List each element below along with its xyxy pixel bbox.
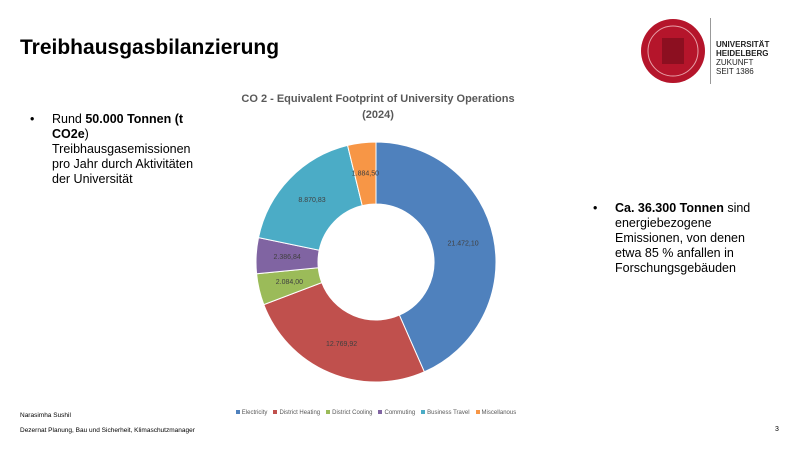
footer-dept: Dezernat Planung, Bau und Sicherheit, Kl… bbox=[20, 427, 195, 434]
legend-item: Commuting bbox=[378, 410, 415, 416]
logo-line: HEIDELBERG bbox=[716, 49, 769, 58]
data-label: 2.386,84 bbox=[274, 254, 301, 261]
legend-item: Business Travel bbox=[421, 410, 470, 416]
donut-segment bbox=[375, 141, 497, 373]
logo-divider bbox=[710, 18, 711, 84]
text: sind energiebezogene Emissionen, von den… bbox=[615, 201, 751, 275]
legend: Electricity District Heating District Cool… bbox=[200, 410, 552, 416]
bullet: Ca. 36.300 Tonnen sind energiebezogene E… bbox=[593, 201, 765, 276]
legend-label: Miscellanous bbox=[481, 410, 517, 416]
logo-line: UNIVERSITÄT bbox=[716, 40, 770, 49]
legend-label: Commuting bbox=[384, 410, 416, 416]
slide-title: Treibhausgasbilanzierung bbox=[20, 36, 280, 59]
logo-line: ZUKUNFT bbox=[716, 58, 754, 67]
donut-segment bbox=[263, 281, 425, 383]
legend-label: District Heating bbox=[279, 410, 321, 416]
legend-item: Electricity bbox=[235, 410, 268, 416]
legend-label: Electricity bbox=[241, 410, 268, 416]
bold-text: 50.000 Tonnen (t CO2e bbox=[52, 112, 184, 141]
bold-text: Ca. 36.300 Tonnen bbox=[615, 201, 724, 215]
donut-segment bbox=[346, 141, 377, 207]
text: Rund bbox=[52, 112, 86, 126]
logo-line: SEIT 1386 bbox=[716, 67, 754, 76]
legend-item: District Cooling bbox=[326, 410, 372, 416]
legend-item: Miscellanous bbox=[475, 410, 517, 416]
data-label: 2.084,00 bbox=[276, 279, 303, 286]
logo-seal bbox=[641, 19, 705, 83]
legend-swatch bbox=[421, 410, 426, 414]
footer-name: Narasimha Sushil bbox=[20, 412, 71, 419]
logo-text: UNIVERSITÄT HEIDELBERG ZUKUNFT SEIT 1386 bbox=[716, 40, 769, 76]
data-label: 8.870,83 bbox=[298, 197, 325, 204]
legend-item: District Heating bbox=[273, 410, 320, 416]
data-label: 12.769,92 bbox=[326, 341, 357, 348]
page-number: 3 bbox=[775, 426, 779, 433]
legend-swatch bbox=[378, 410, 383, 414]
bullet: Rund 50.000 Tonnen (t CO2e) Treibhausgas… bbox=[30, 112, 202, 187]
legend-swatch bbox=[273, 410, 278, 414]
legend-swatch bbox=[326, 410, 331, 414]
legend-swatch bbox=[475, 410, 480, 414]
chart-title: CO 2 - Equivalent Footprint of Universit… bbox=[241, 93, 515, 121]
data-label: 1.884,50 bbox=[352, 170, 379, 177]
data-label: 21.472,10 bbox=[448, 241, 479, 248]
legend-swatch bbox=[235, 410, 240, 414]
legend-label: Business Travel bbox=[427, 410, 470, 416]
text: ) Treibhausgasemissionen pro Jahr durch … bbox=[52, 127, 194, 186]
legend-label: District Cooling bbox=[332, 410, 373, 416]
